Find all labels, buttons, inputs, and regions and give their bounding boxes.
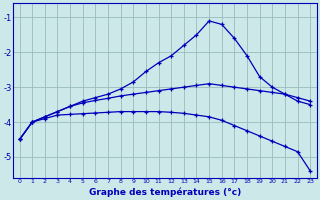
X-axis label: Graphe des températures (°c): Graphe des températures (°c) (89, 187, 241, 197)
